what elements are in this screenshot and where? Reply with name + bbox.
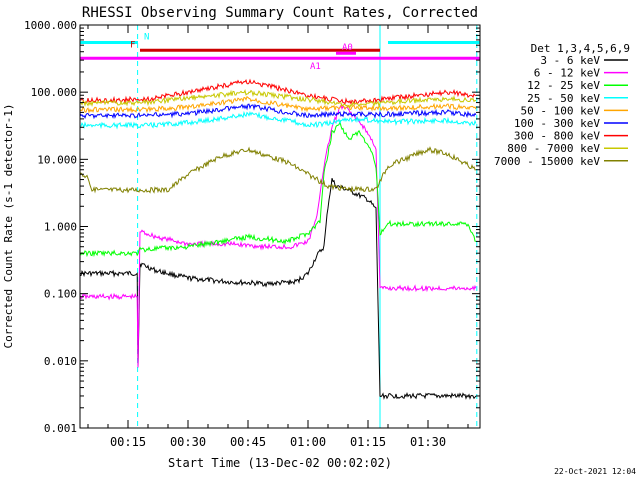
y-tick-label-5: 0.010 [44,355,77,368]
y-axis-label: Corrected Count Rate (s-1 detector-1) [2,103,15,348]
x-tick-label-2: 00:45 [230,435,266,449]
flag-label-A0: A0 [342,43,353,53]
series-line-0 [79,178,477,400]
data-series [79,78,477,400]
legend-label-1: 6 - 12 keV [534,67,601,80]
flag-label-A1: A1 [310,62,321,72]
legend-label-7: 800 - 7000 keV [507,142,600,155]
legend-label-0: 3 - 6 keV [540,54,600,67]
series-line-3 [79,110,477,130]
x-tick-label-5: 01:30 [410,435,446,449]
x-tick-label-4: 01:15 [350,435,386,449]
series-line-5 [79,103,477,120]
flag-label-F: F [130,40,135,50]
x-tick-label-0: 00:15 [110,435,146,449]
x-tick-label-3: 01:00 [290,435,326,449]
legend-label-2: 12 - 25 keV [527,79,600,92]
chart-title: RHESSI Observing Summary Count Rates, Co… [82,5,478,21]
timestamp: 22-Oct-2021 12:04 [554,467,636,476]
y-axis-ticks: 1000.000 100.000 10.000 1.000 0.100 0.010 0.00… [24,19,480,435]
x-axis-ticks: 00:15 00:30 00:45 01:00 01:15 01:30 [87,25,469,449]
legend-label-3: 25 - 50 keV [527,92,600,105]
legend-label-6: 300 - 800 keV [514,130,600,143]
series-line-2 [79,120,477,258]
plot-frame [79,24,481,429]
legend-label-8: 7000 - 15000 keV [494,155,600,168]
y-tick-label-3: 1.000 [44,221,77,234]
y-tick-label-4: 0.100 [44,288,77,301]
series-line-4 [79,95,477,114]
series-line-1 [79,103,477,368]
legend-label-4: 50 - 100 keV [521,104,601,117]
vertical-markers [137,25,478,428]
y-tick-label-2: 10.000 [37,153,77,166]
y-tick-label-1: 100.000 [31,86,77,99]
flag-label-N: N [144,32,149,42]
x-axis-label: Start Time (13-Dec-02 00:02:02) [168,456,392,470]
legend-title: Det 1,3,4,5,6,9 [531,42,630,55]
y-tick-label-6: 0.001 [44,422,77,435]
series-line-8 [79,146,477,194]
x-tick-label-1: 00:30 [170,435,206,449]
flag-bars: NF A0 A1 [80,32,480,72]
y-tick-label-0: 1000.000 [24,19,77,32]
series-line-7 [79,88,477,108]
legend-label-5: 100 - 300 keV [514,117,600,130]
